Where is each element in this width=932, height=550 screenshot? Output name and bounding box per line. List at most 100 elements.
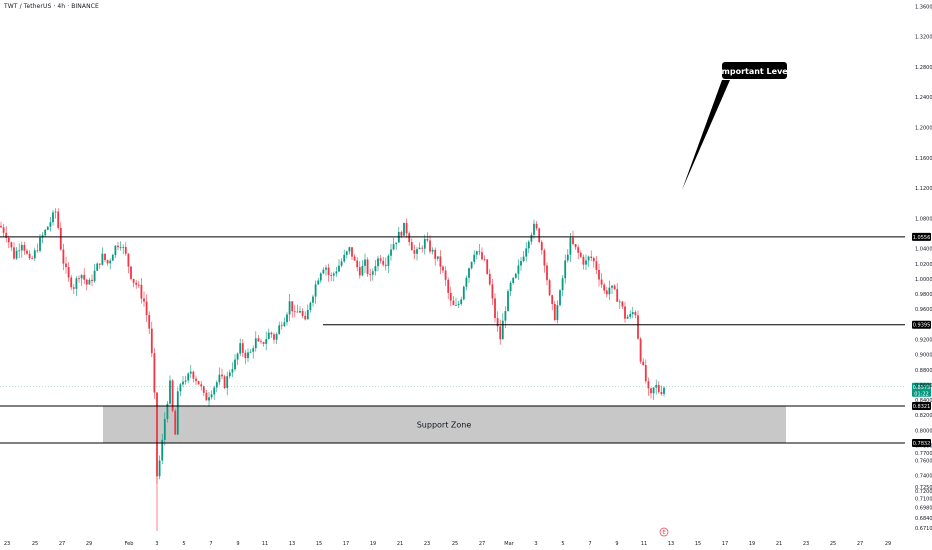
candle [387,255,390,266]
candle [156,392,158,477]
candle [0,225,2,228]
time-tick-label: Feb [125,541,134,547]
candle [322,269,325,274]
candle [540,242,543,251]
candle [241,343,244,353]
candle [228,372,231,377]
candle [7,237,10,243]
time-tick-label: 29 [885,541,891,547]
candle [621,301,624,307]
candle [135,282,138,285]
callout-box [722,62,787,79]
candle [114,245,117,255]
current-price-label: 0.8575 [913,385,931,391]
candle [78,278,80,280]
candle [252,348,255,352]
candle [408,233,411,243]
price-tick-label: 1.0800 [915,216,932,222]
candle [405,222,408,234]
candle [148,315,151,329]
candle [631,312,634,315]
candle [384,264,387,266]
time-tick-label: 23 [4,541,10,547]
candle [249,351,252,353]
candle [634,312,637,316]
price-tick-label: 1.2800 [915,65,932,71]
price-tick-label: 1.2400 [915,95,932,101]
candle [85,279,88,285]
candle [663,387,665,394]
candle [421,247,424,249]
time-tick-label: 5 [182,541,185,547]
price-tick-label: 0.8200 [915,413,932,419]
candle [195,378,197,382]
candle [309,302,312,310]
candle [470,261,473,269]
candle [371,271,374,275]
candle [182,381,184,385]
candle [306,309,309,320]
candle [5,232,8,238]
candle [379,258,382,261]
candle [369,274,372,275]
support-zone [103,406,786,444]
candle [317,280,320,285]
time-tick-label: 13 [668,541,674,547]
time-tick-label: 15 [316,541,322,547]
candle [629,314,632,317]
candle [288,301,291,315]
candle [351,247,353,257]
time-tick-label: 3 [534,541,537,547]
candle [400,231,403,236]
candle [574,244,577,248]
candles [0,208,665,531]
candle [158,460,161,477]
candle [119,247,122,248]
candle [205,392,208,401]
price-tick-label: 0.8800 [915,368,932,374]
candle [221,374,223,377]
level-price-tag [912,320,931,329]
candle [520,261,522,266]
time-tick-label: 25 [830,541,836,547]
level-price-label: 1.0556 [913,235,931,241]
candle [332,273,335,276]
candle [647,381,650,389]
candle [140,284,143,299]
candle [244,352,247,359]
candle [70,277,73,288]
candle [644,364,647,382]
candle [642,361,645,365]
candle [416,249,418,254]
time-tick-label: 27 [479,541,485,547]
price-tick-label: 1.3600 [915,4,932,10]
candle [239,343,242,354]
level-price-tag [912,402,931,411]
price-tick-label: 0.9200 [915,337,932,343]
candle [267,332,270,340]
candle [124,246,127,254]
candle [174,410,177,435]
candle [117,245,119,248]
candle [457,304,460,306]
candle [98,263,101,265]
level-price-tag [912,439,931,448]
candle [278,325,281,335]
time-tick-label: 21 [776,541,782,547]
candle [200,384,203,387]
candle [254,338,257,349]
candle [413,250,416,254]
candle [280,325,283,327]
candle [31,258,34,260]
candle [616,289,619,302]
candle [364,259,366,266]
candle [143,298,145,302]
price-tick-label: 1.0000 [915,277,932,283]
time-tick-label: 15 [695,541,701,547]
candle [564,260,567,279]
candle [392,244,395,250]
candle [314,284,317,297]
candle [132,278,135,283]
price-tick-label: 0.7200 [915,489,932,495]
